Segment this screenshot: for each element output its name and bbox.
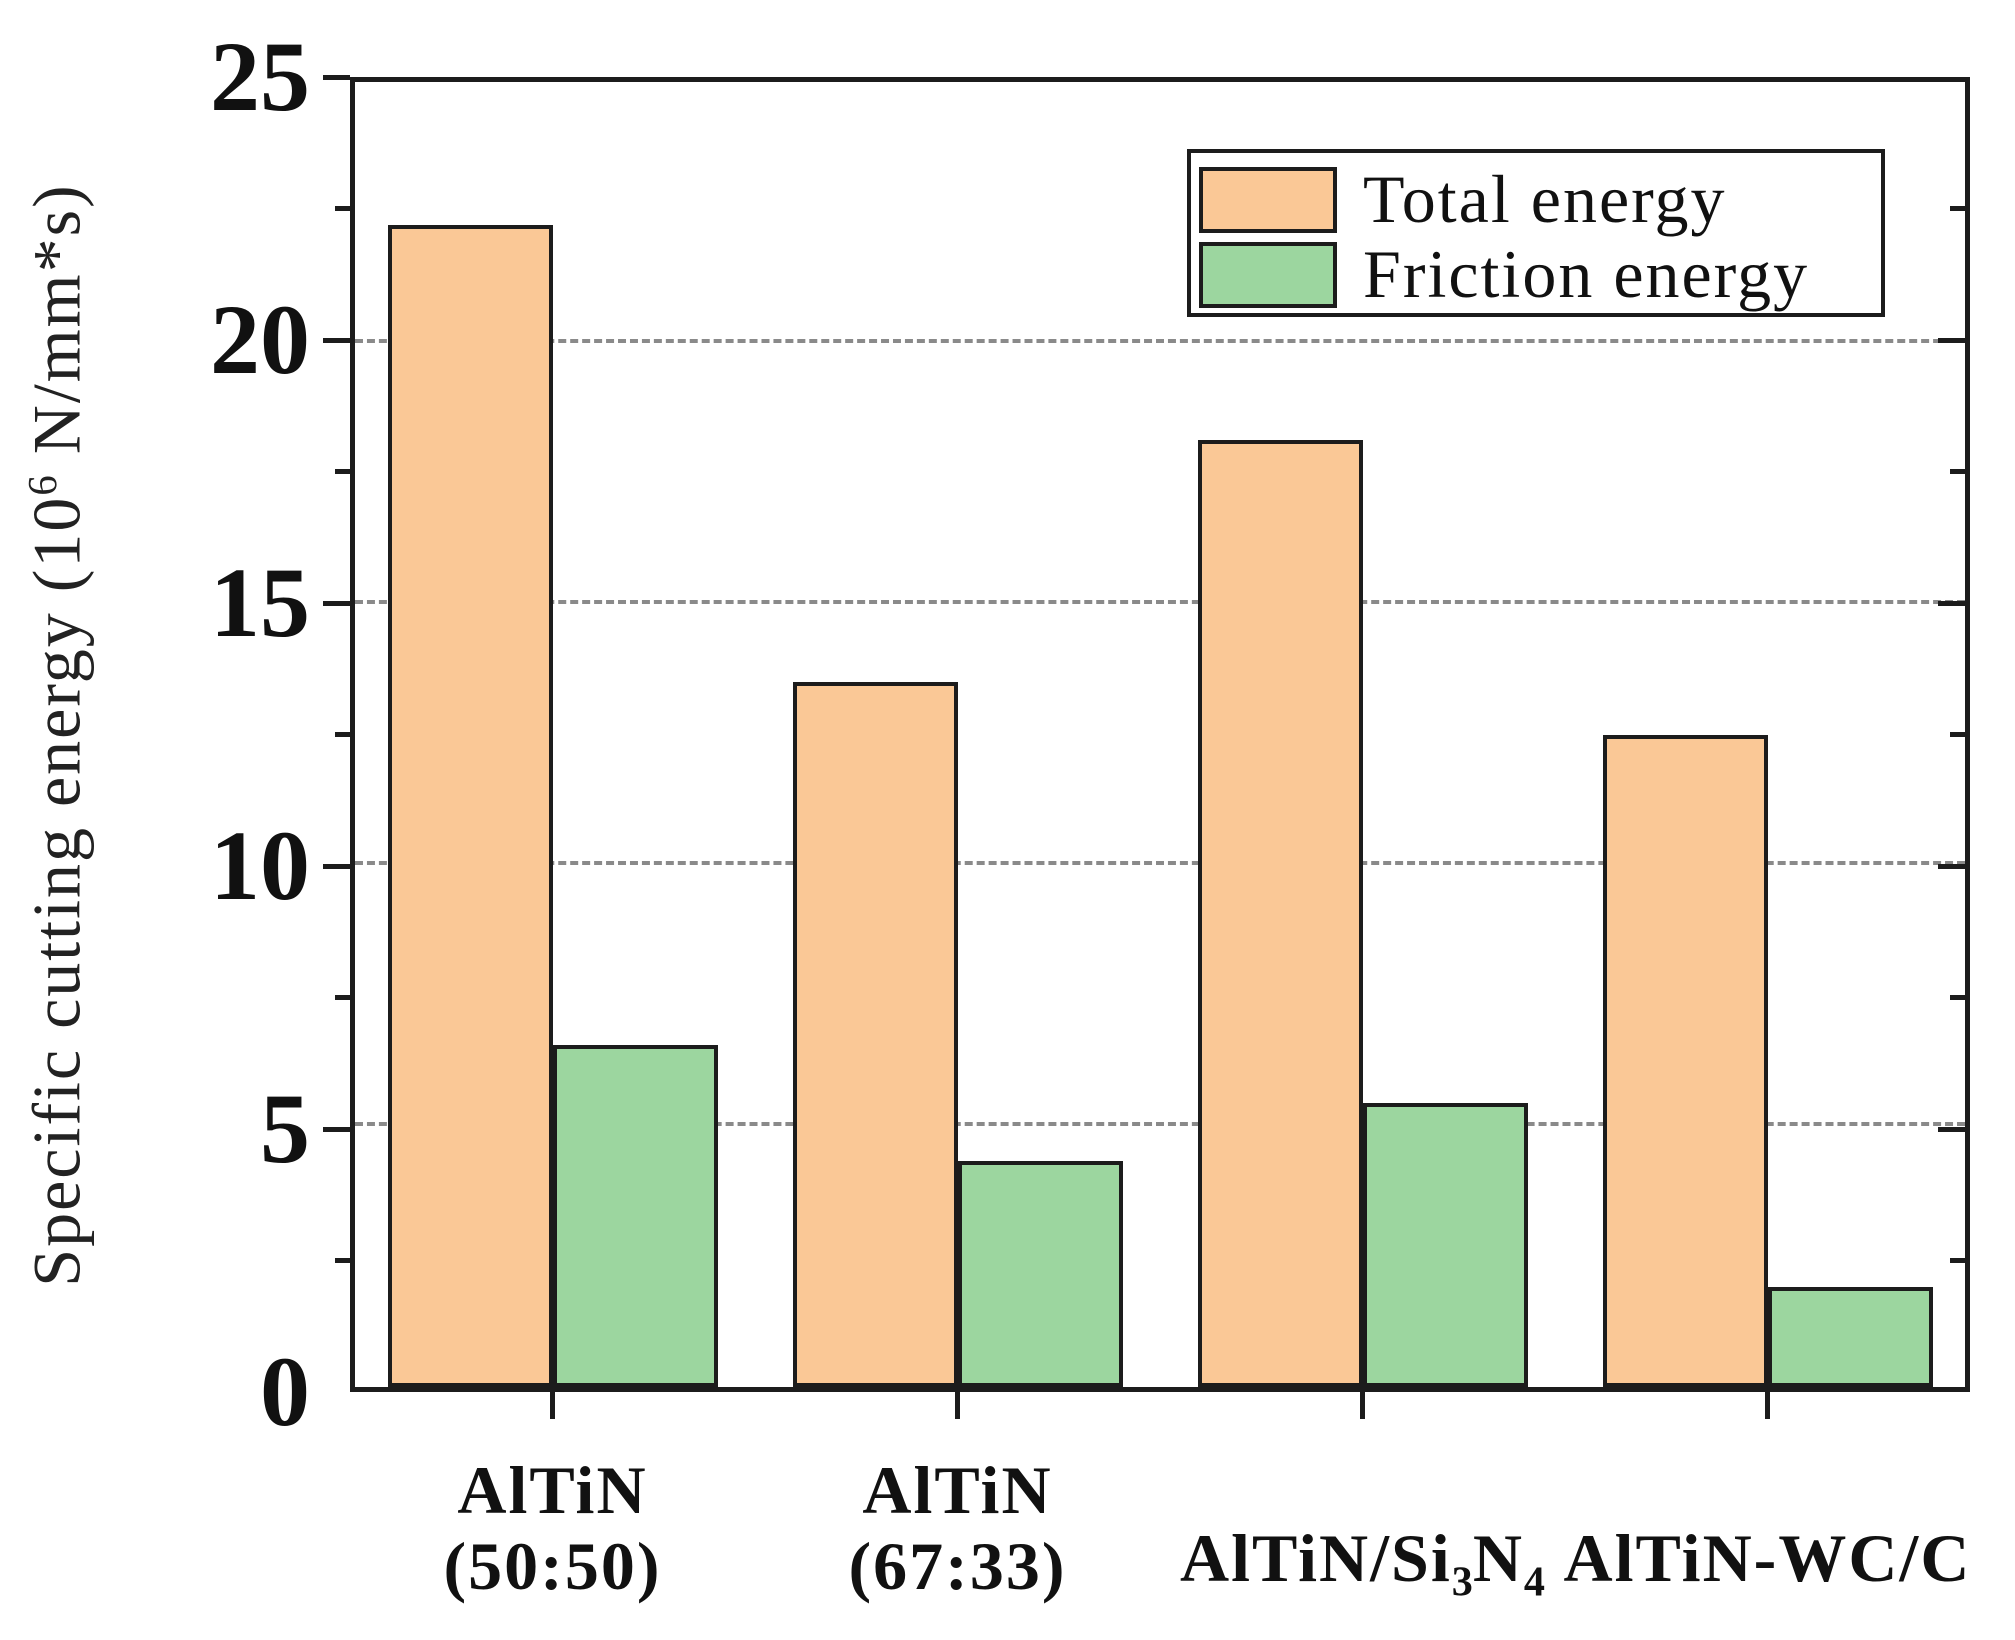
bar-total-energy-3 — [1602, 734, 1768, 1387]
legend-label-total-energy: Total energy — [1363, 161, 1727, 237]
gridline-10 — [355, 861, 1965, 865]
y-minor-tick-left-22.5 — [335, 206, 350, 211]
legend-swatch-total-energy — [1199, 166, 1337, 233]
y-minor-tick-right-7.5 — [1950, 995, 1965, 1000]
legend-row-total-energy: Total energy — [1199, 161, 1881, 237]
y-major-tick-left-25 — [323, 74, 350, 80]
y-minor-tick-right-22.5 — [1950, 206, 1965, 211]
y-major-tick-left-10 — [323, 863, 350, 869]
bar-total-energy-1 — [792, 682, 958, 1387]
y-major-tick-left-15 — [323, 600, 350, 606]
x-tick-2 — [1360, 1392, 1365, 1419]
x-category-label-2: AlTiN/Si3N4 — [1180, 1520, 1545, 1606]
bar-total-energy-2 — [1197, 440, 1363, 1387]
y-tick-label-0: 0 — [260, 1336, 310, 1447]
bar-friction-energy-0 — [552, 1045, 718, 1387]
y-minor-tick-left-7.5 — [335, 995, 350, 1000]
legend-swatch-friction-energy — [1199, 241, 1337, 308]
y-major-tick-right-20 — [1938, 337, 1965, 343]
y-minor-tick-right-17.5 — [1950, 469, 1965, 474]
x-category-label-3: AlTiN-WC/C — [1563, 1520, 1972, 1596]
y-major-tick-left-5 — [323, 1126, 350, 1132]
bar-total-energy-0 — [387, 224, 553, 1387]
y-major-tick-right-10 — [1938, 863, 1965, 869]
y-axis-title-box: Specific cutting energy (106 N/mm*s) — [2, 77, 112, 1392]
y-minor-tick-left-12.5 — [335, 732, 350, 737]
y-tick-label-20: 20 — [210, 284, 310, 395]
x-tick-3 — [1765, 1392, 1770, 1419]
y-minor-tick-right-12.5 — [1950, 732, 1965, 737]
legend-label-friction-energy: Friction energy — [1363, 236, 1810, 312]
y-tick-label-10: 10 — [210, 810, 310, 921]
x-category-label-0: AlTiN (50:50) — [443, 1452, 662, 1604]
legend-row-friction-energy: Friction energy — [1199, 236, 1881, 312]
gridline-15 — [355, 600, 1965, 604]
y-minor-tick-left-2.5 — [335, 1258, 350, 1263]
bar-friction-energy-1 — [957, 1160, 1123, 1387]
y-tick-label-5: 5 — [260, 1073, 310, 1184]
y-minor-tick-right-2.5 — [1950, 1258, 1965, 1263]
y-minor-tick-left-17.5 — [335, 469, 350, 474]
gridline-20 — [355, 339, 1965, 343]
y-major-tick-right-5 — [1938, 1126, 1965, 1132]
x-tick-0 — [550, 1392, 555, 1419]
y-major-tick-left-20 — [323, 337, 350, 343]
legend-box: Total energy Friction energy — [1187, 149, 1885, 317]
y-major-tick-right-15 — [1938, 600, 1965, 606]
bar-friction-energy-2 — [1362, 1102, 1528, 1387]
gridline-5 — [355, 1122, 1965, 1126]
x-tick-1 — [955, 1392, 960, 1419]
bar-friction-energy-3 — [1767, 1287, 1933, 1387]
y-tick-label-25: 25 — [210, 21, 310, 132]
x-category-label-1: AlTiN (67:33) — [848, 1452, 1067, 1604]
y-tick-label-15: 15 — [210, 547, 310, 658]
y-axis-title-superscript: 6 — [19, 472, 65, 496]
